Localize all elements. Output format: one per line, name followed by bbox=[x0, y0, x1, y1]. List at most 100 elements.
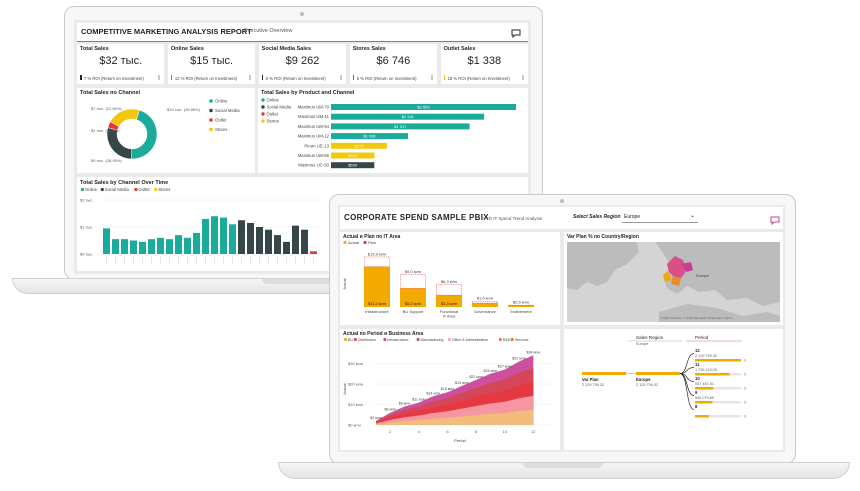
comment-icon[interactable] bbox=[770, 212, 780, 229]
ap-bar-label: $5,2 млн bbox=[405, 301, 421, 306]
decomp-header-1-sub: Europe bbox=[636, 342, 648, 346]
ap-plan-bar bbox=[364, 256, 390, 267]
kpi-label: Stores Sales bbox=[352, 46, 386, 52]
area-legend-dot bbox=[344, 338, 347, 341]
ctime-bar bbox=[112, 239, 119, 254]
area-point-label: $2 млн bbox=[370, 416, 382, 420]
decomp-mid-value: 2 129 759,32 bbox=[636, 383, 658, 387]
decomp-panel: Sales Region Europe Period Var Plan 2 129 75… bbox=[564, 329, 783, 450]
ap-top-label: $6,3 млн bbox=[441, 279, 457, 284]
ctime-bar bbox=[157, 237, 164, 254]
pbars-category-label: Maximus UM-66 bbox=[298, 153, 330, 158]
area-legend-dot bbox=[416, 338, 420, 341]
kpi-value: $1 338 bbox=[467, 55, 502, 67]
area-legend-dot bbox=[510, 338, 514, 341]
decomp-branch bbox=[679, 367, 695, 374]
kpi-label: Online Sales bbox=[170, 46, 204, 52]
pbars-data-label: $2 559 bbox=[417, 105, 430, 110]
kpi-value: $6 746 bbox=[376, 55, 411, 67]
area-legend-dot bbox=[353, 338, 357, 341]
kpi-card: Stores Sales $6 746 5 % ROI (Return on I… bbox=[349, 44, 438, 84]
area-x-label: Period bbox=[454, 438, 466, 443]
ctime-bar bbox=[292, 225, 299, 254]
area-chart: BU Distribution Infrastructure Manufacturin… bbox=[342, 338, 552, 443]
decomp-item-bar bbox=[695, 387, 714, 390]
area-y-tick: $10 млн bbox=[348, 402, 363, 407]
kpi-card: Total Sales $32 тыс. 7 % ROI (Return on … bbox=[77, 44, 165, 84]
decomp-item-value: 1 735 119,09 bbox=[695, 368, 717, 372]
pbars-bar bbox=[331, 113, 485, 120]
ctime-bar bbox=[103, 228, 110, 254]
pbars-legend-label: Stores bbox=[267, 119, 279, 124]
decomp-mid-bar bbox=[636, 372, 680, 375]
laptop-1-camera bbox=[300, 12, 304, 16]
decomp-item-bar bbox=[695, 401, 713, 404]
kpi-roi-marker bbox=[80, 75, 82, 80]
ctime-bar bbox=[274, 235, 281, 254]
area-legend-label: Manufacturing bbox=[421, 338, 444, 342]
ap-plan-bar bbox=[436, 284, 462, 296]
pbars-data-label: $601 bbox=[348, 153, 358, 158]
laptop-2-notch bbox=[523, 463, 603, 468]
ctime-bar bbox=[211, 216, 218, 254]
decomp-root-label: Var Plan bbox=[582, 377, 599, 382]
area-legend-label: Office & Administrative bbox=[452, 338, 488, 342]
pbars-legend-label: Outlet bbox=[267, 112, 279, 117]
ctime-y-tick: $2 тыс. bbox=[80, 198, 93, 203]
ap-top-label: $9,0 млн bbox=[405, 269, 421, 274]
area-x-tick: 6 bbox=[446, 429, 449, 434]
laptop-2-camera bbox=[560, 199, 564, 203]
decomp-root-value: 2 129 759,32 bbox=[582, 383, 604, 387]
region-dropdown[interactable]: Europe ⌄ bbox=[622, 211, 698, 223]
decomp-item-expand bbox=[743, 358, 747, 362]
decomp-branch bbox=[679, 353, 695, 374]
area-legend-dot bbox=[383, 338, 387, 341]
chevron-down-icon: ⌄ bbox=[690, 213, 696, 219]
decomp-header-2: Period bbox=[695, 335, 709, 340]
pbars-bar bbox=[331, 142, 387, 149]
donut-data-label: $7 тыс. (21,66%) bbox=[91, 106, 122, 111]
donut-data-label: $1 тыс. (4,16%) bbox=[91, 128, 120, 133]
kpi-roi-bar bbox=[431, 75, 434, 80]
donut-slice bbox=[109, 108, 140, 127]
donut-legend-label: Outlet bbox=[215, 118, 227, 123]
comment-icon[interactable] bbox=[511, 25, 521, 39]
channel-time-chart: Online Social Media Outlet Stores $2 тыс. $1 … bbox=[80, 187, 322, 264]
decomp-item-value: 906 075,85 bbox=[695, 396, 714, 400]
ap-actual-bar bbox=[400, 288, 426, 307]
decomp-item-expand bbox=[743, 400, 747, 404]
map-view[interactable] bbox=[567, 242, 780, 322]
decomp-item-bar bbox=[695, 359, 741, 362]
pbars-bar bbox=[331, 104, 516, 110]
ap-plan-bar bbox=[472, 300, 498, 304]
report-header: COMPETITIVE MARKETING ANALYSIS REPORT Ex… bbox=[77, 23, 528, 42]
ap-legend-label: Plan bbox=[368, 240, 376, 245]
pbars-data-label: $2 118 bbox=[402, 114, 415, 119]
kpi-label: Total Sales bbox=[80, 46, 109, 52]
pbars-legend-dot bbox=[261, 112, 265, 116]
actual-plan-title: Actual и Plan по IT Area bbox=[343, 234, 401, 240]
ctime-y-tick: $1 тыс. bbox=[80, 225, 93, 230]
ap-category-label: BU Support bbox=[403, 309, 425, 314]
decomp-item-expand bbox=[743, 386, 747, 390]
area-point-label: $6 млн bbox=[385, 408, 397, 412]
kpi-roi-marker bbox=[443, 75, 446, 80]
decomp-item-track bbox=[695, 387, 741, 390]
ctime-legend-label: Online bbox=[85, 187, 98, 192]
donut-legend-dot bbox=[209, 99, 213, 103]
area-layer bbox=[376, 409, 534, 425]
ctime-bar bbox=[148, 239, 155, 254]
kpi-roi-bar bbox=[340, 75, 343, 80]
ap-actual-bar bbox=[364, 266, 390, 307]
pbars-bar bbox=[331, 152, 375, 159]
decomp-mid-label: Europe bbox=[636, 377, 651, 382]
ctime-legend-dot bbox=[100, 187, 104, 192]
ap-legend-dot bbox=[343, 240, 347, 245]
donut-title: Total Sales по Channel bbox=[80, 90, 141, 96]
area-legend-dot bbox=[447, 338, 451, 341]
kpi-value: $15 тыс. bbox=[190, 55, 234, 67]
ap-category-label: Infrastructure bbox=[365, 309, 389, 314]
laptop-2-screen: CORPORATE SPEND SAMPLE PBIX YTD IT Spend… bbox=[338, 205, 785, 452]
ap-actual-bar bbox=[436, 295, 462, 307]
